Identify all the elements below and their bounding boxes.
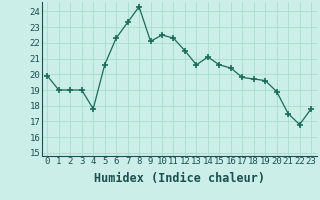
X-axis label: Humidex (Indice chaleur): Humidex (Indice chaleur) — [94, 172, 265, 185]
